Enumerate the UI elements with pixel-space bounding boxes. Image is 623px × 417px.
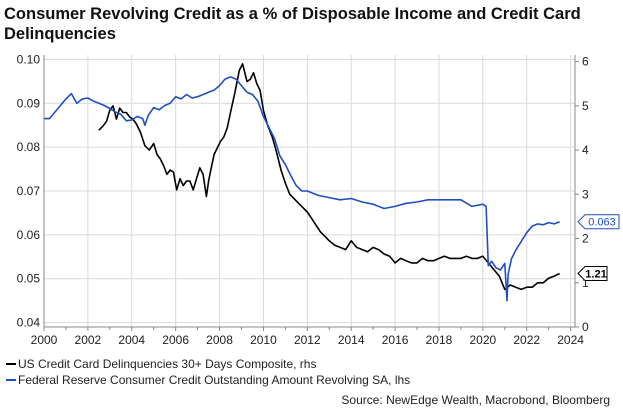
legend-item-revolving-credit: Federal Reserve Consumer Credit Outstand… [6,372,410,388]
legend-swatch-blue [6,379,16,381]
y-right-tick-label: 6 [582,55,589,69]
end-label-delinquencies: 1.21 [585,268,606,280]
legend-label-revolving-credit: Federal Reserve Consumer Credit Outstand… [18,373,411,387]
x-tick-label: 2018 [426,333,453,347]
x-tick-label: 2020 [469,333,496,347]
x-tick-label: 2024 [557,333,584,347]
chart-title: Consumer Revolving Credit as a % of Disp… [4,5,581,43]
x-tick-label: 2016 [382,333,409,347]
y-right-tick-label: 0 [582,320,589,334]
end-label-revolving-credit: 0.063 [588,217,616,229]
axes: 0.04 0.05 0.06 0.07 0.08 0.09 0.10 0 1 2 3 4 5 6 2000 2… [17,52,589,347]
legend-label-delinquencies: US Credit Card Delinquencies 30+ Days Co… [18,357,317,371]
y-right-tick-label: 2 [582,232,589,246]
y-right-tick-label: 5 [582,99,589,113]
x-tick-label: 2006 [162,333,189,347]
legend-item-delinquencies: US Credit Card Delinquencies 30+ Days Co… [6,356,410,372]
grid-lines [43,55,575,327]
series-line-delinquencies [98,62,560,291]
y-right-tick-label: 3 [582,187,589,201]
x-tick-label: 2022 [513,333,540,347]
end-label-box-revolving-credit [577,214,620,230]
x-tick-label: 2008 [206,333,233,347]
y-left-tick-label: 0.07 [17,184,41,198]
x-tick-label: 2012 [294,333,321,347]
legend-swatch-black [6,363,16,365]
x-tick-label: 2014 [338,333,365,347]
x-tick-label: 2004 [118,333,145,347]
y-left-tick-label: 0.06 [17,228,41,242]
y-left-tick-label: 0.05 [17,272,41,286]
y-left-tick-label: 0.09 [17,96,41,110]
end-label-box-delinquencies [577,265,608,281]
source-note: Source: NewEdge Wealth, Macrobond, Bloom… [341,393,610,407]
y-left-tick-label: 0.04 [17,316,41,330]
x-tick-label: 2010 [250,333,277,347]
y-left-tick-label: 0.10 [17,52,41,66]
end-labels: 1.21 0.063 [577,214,620,281]
series-line-revolving-credit [44,76,560,302]
y-right-tick-label: 1 [582,276,589,290]
x-tick-label: 2000 [31,333,58,347]
series-lines [44,62,560,302]
legend: US Credit Card Delinquencies 30+ Days Co… [6,356,410,388]
y-left-tick-label: 0.08 [17,140,41,154]
y-right-tick-label: 4 [582,143,589,157]
x-tick-label: 2002 [75,333,102,347]
